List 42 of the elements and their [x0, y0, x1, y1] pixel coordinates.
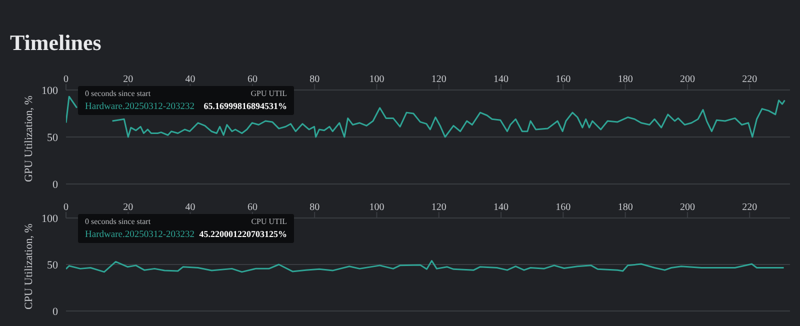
x-tick-label: 160 [556, 74, 571, 85]
x-tick-label: 80 [310, 202, 320, 213]
x-tick-label: 200 [680, 202, 695, 213]
annotation: 0 seconds since start [85, 89, 151, 98]
x-tick-label: 0 [64, 74, 68, 85]
annotation: GPU UTIL [250, 89, 287, 98]
annotation: Hardware.20250312-203232 [85, 230, 194, 240]
y-axis-title: GPU Utilization, % [22, 96, 35, 182]
y-tick-label: 0 [52, 178, 58, 191]
x-tick-label: 20 [123, 74, 134, 85]
annotation: CPU UTIL [251, 217, 287, 226]
x-tick-label: 20 [123, 202, 134, 213]
x-tick-label: 120 [431, 74, 446, 85]
x-tick-label: 120 [431, 202, 446, 213]
y-axis-title: CPU Utilization, % [22, 224, 35, 310]
x-tick-label: 100 [369, 202, 384, 213]
y-tick-label: 50 [47, 132, 58, 144]
annotation: 65.16999816894531% [204, 101, 287, 111]
line-series [66, 260, 785, 273]
y-tick-label: 50 [47, 259, 58, 272]
x-tick-label: 220 [742, 74, 758, 85]
x-tick-label: 60 [247, 74, 258, 85]
x-tick-label: 80 [310, 74, 320, 85]
y-tick-label: 100 [42, 212, 58, 225]
x-tick-label: 140 [494, 74, 509, 85]
x-tick-label: 40 [185, 202, 196, 213]
x-tick-label: 0 [64, 202, 68, 213]
y-tick-label: 0 [52, 306, 58, 318]
x-tick-label: 60 [247, 202, 258, 213]
annotation: Hardware.20250312-203232 [85, 102, 194, 112]
x-tick-label: 40 [185, 74, 196, 85]
annotation: 0 seconds since start [85, 217, 151, 226]
x-tick-label: 220 [742, 202, 758, 213]
x-tick-label: 100 [369, 74, 384, 85]
annotation: 45.220001220703125% [199, 229, 287, 239]
x-tick-label: 200 [680, 74, 695, 85]
chart-title: Timelines [10, 30, 102, 56]
y-tick-label: 100 [42, 84, 58, 97]
x-tick-label: 180 [618, 202, 633, 213]
x-tick-label: 140 [494, 202, 509, 213]
x-tick-label: 160 [556, 202, 571, 213]
x-tick-label: 180 [618, 74, 633, 85]
